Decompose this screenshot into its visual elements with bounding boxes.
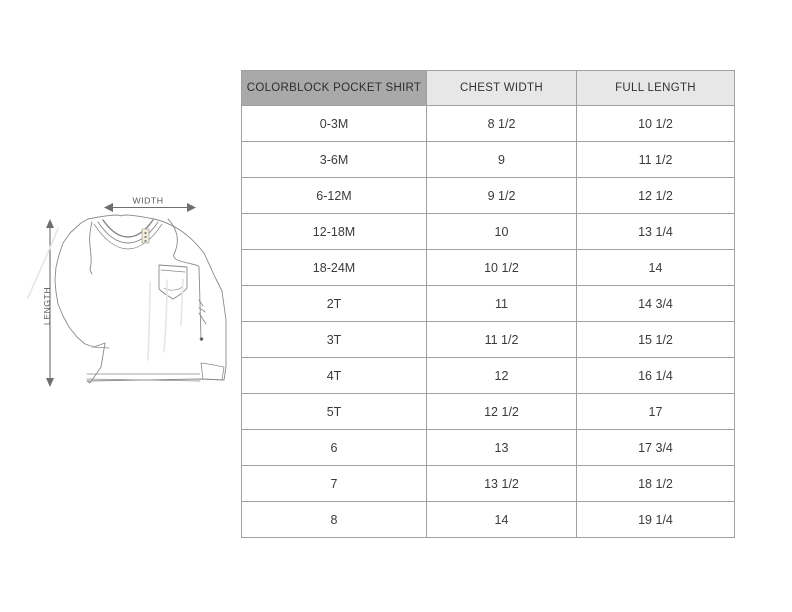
svg-text:WIDTH: WIDTH — [133, 196, 164, 206]
svg-text:LENGTH: LENGTH — [42, 287, 52, 325]
